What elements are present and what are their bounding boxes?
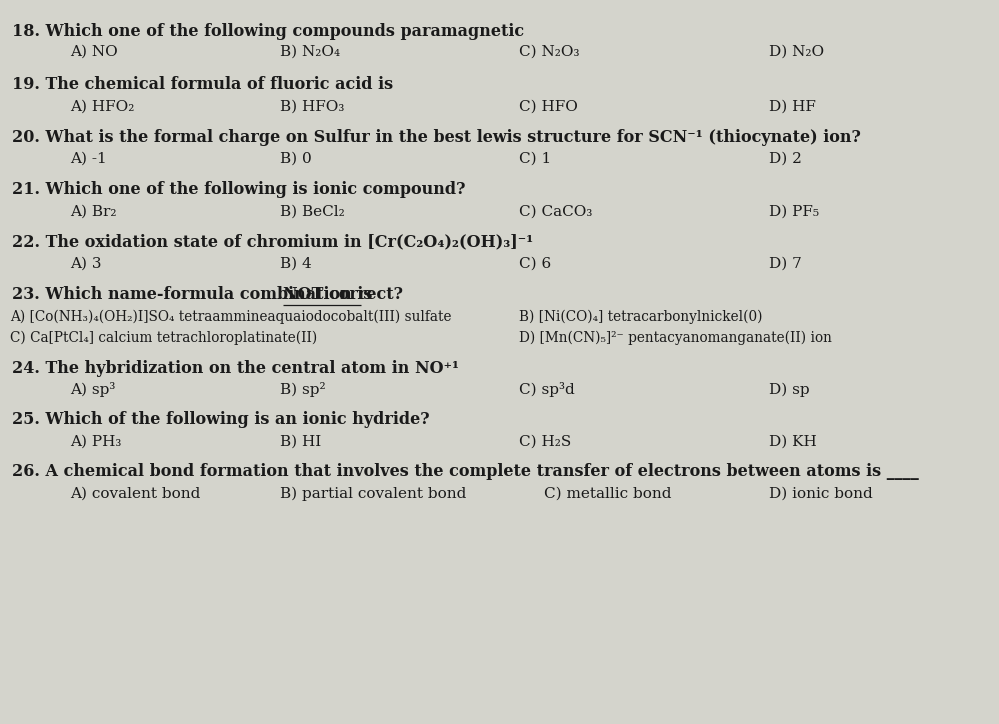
Text: A) HFO₂: A) HFO₂ [70,99,134,113]
Text: A) [Co(NH₃)₄(OH₂)I]SO₄ tetraammineaquaiodocobalt(III) sulfate: A) [Co(NH₃)₄(OH₂)I]SO₄ tetraammineaquaio… [10,309,452,324]
Text: B) HFO₃: B) HFO₃ [280,99,344,113]
Text: D) [Mn(CN)₅]²⁻ pentacyanomanganate(II) ion: D) [Mn(CN)₅]²⁻ pentacyanomanganate(II) i… [519,331,832,345]
Text: A) PH₃: A) PH₃ [70,434,121,448]
Text: 18. Which one of the following compounds paramagnetic: 18. Which one of the following compounds… [12,23,524,40]
Text: D) 2: D) 2 [769,152,802,166]
Text: C) HFO: C) HFO [519,99,578,113]
Text: D) N₂O: D) N₂O [769,45,824,59]
Text: C) H₂S: C) H₂S [519,434,571,448]
Text: C) Ca[PtCl₄] calcium tetrachloroplatinate(II): C) Ca[PtCl₄] calcium tetrachloroplatinat… [10,331,318,345]
Text: D) HF: D) HF [769,99,816,113]
Text: A) 3: A) 3 [70,257,102,271]
Text: D) KH: D) KH [769,434,817,448]
Text: C) CaCO₃: C) CaCO₃ [519,204,592,218]
Text: 24. The hybridization on the central atom in NO⁺¹: 24. The hybridization on the central ato… [12,360,459,376]
Text: A) Br₂: A) Br₂ [70,204,117,218]
Text: D) ionic bond: D) ionic bond [769,487,873,500]
Text: C) 6: C) 6 [519,257,551,271]
Text: A) NO: A) NO [70,45,118,59]
Text: D) 7: D) 7 [769,257,802,271]
Text: 21. Which one of the following is ionic compound?: 21. Which one of the following is ionic … [12,181,466,198]
Text: D) PF₅: D) PF₅ [769,204,819,218]
Text: B) [Ni(CO)₄] tetracarbonylnickel(0): B) [Ni(CO)₄] tetracarbonylnickel(0) [519,309,763,324]
Text: 20. What is the formal charge on Sulfur in the best lewis structure for SCN⁻¹ (t: 20. What is the formal charge on Sulfur … [12,129,861,146]
Text: C) metallic bond: C) metallic bond [544,487,672,500]
Text: B) sp²: B) sp² [280,382,326,397]
Text: B) 0: B) 0 [280,152,312,166]
Text: B) HI: B) HI [280,434,321,448]
Text: B) partial covalent bond: B) partial covalent bond [280,487,467,501]
Text: C) 1: C) 1 [519,152,551,166]
Text: B) BeCl₂: B) BeCl₂ [280,204,345,218]
Text: A) covalent bond: A) covalent bond [70,487,201,500]
Text: 22. The oxidation state of chromium in [Cr(C₂O₄)₂(OH)₃]⁻¹: 22. The oxidation state of chromium in [… [12,233,533,250]
Text: NOT correct?: NOT correct? [283,286,403,303]
Text: B) N₂O₄: B) N₂O₄ [280,45,340,59]
Text: 26. A chemical bond formation that involves the complete transfer of electrons b: 26. A chemical bond formation that invol… [12,463,919,480]
Text: B) 4: B) 4 [280,257,312,271]
Text: C) N₂O₃: C) N₂O₃ [519,45,580,59]
Text: A) sp³: A) sp³ [70,382,115,397]
Text: 23. Which name-formula combination is: 23. Which name-formula combination is [12,286,378,303]
Text: D) sp: D) sp [769,382,810,397]
Text: A) -1: A) -1 [70,152,107,166]
Text: 19. The chemical formula of fluoric acid is: 19. The chemical formula of fluoric acid… [12,76,394,93]
Text: 25. Which of the following is an ionic hydride?: 25. Which of the following is an ionic h… [12,411,430,428]
Text: C) sp³d: C) sp³d [519,382,575,397]
